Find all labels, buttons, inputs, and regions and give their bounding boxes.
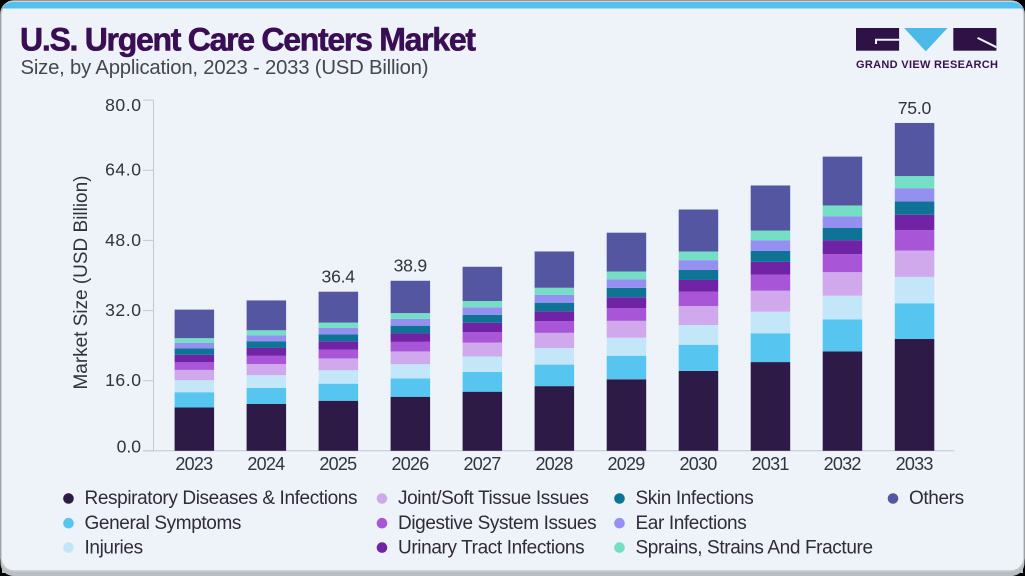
svg-text:0.0: 0.0 xyxy=(117,436,142,456)
svg-text:64.0: 64.0 xyxy=(105,160,141,180)
svg-text:2024: 2024 xyxy=(247,454,285,474)
svg-text:38.9: 38.9 xyxy=(394,256,428,276)
svg-text:2026: 2026 xyxy=(392,454,430,474)
svg-text:Skin Infections: Skin Infections xyxy=(636,488,754,509)
svg-text:2031: 2031 xyxy=(752,454,790,474)
svg-text:80.0: 80.0 xyxy=(105,95,141,115)
svg-text:General Symptoms: General Symptoms xyxy=(85,513,242,534)
svg-text:Market Size (USD Billion): Market Size (USD Billion) xyxy=(71,176,92,390)
svg-text:2027: 2027 xyxy=(464,454,502,474)
svg-text:Urinary Tract Infections: Urinary Tract Infections xyxy=(398,537,584,558)
svg-text:2025: 2025 xyxy=(319,454,357,474)
svg-text:Size, by Application, 2023 - 2: Size, by Application, 2023 - 2033 (USD B… xyxy=(21,57,429,79)
svg-text:Injuries: Injuries xyxy=(85,537,143,558)
svg-text:Digestive System Issues: Digestive System Issues xyxy=(398,513,596,534)
svg-text:2029: 2029 xyxy=(608,454,646,474)
svg-text:Sprains, Strains And Fracture: Sprains, Strains And Fracture xyxy=(636,537,873,558)
svg-text:48.0: 48.0 xyxy=(105,230,141,250)
svg-text:16.0: 16.0 xyxy=(105,370,141,390)
svg-text:32.0: 32.0 xyxy=(105,300,141,320)
svg-text:2028: 2028 xyxy=(536,454,574,474)
svg-text:U.S. Urgent Care Centers Marke: U.S. Urgent Care Centers Market xyxy=(20,22,476,58)
svg-text:2032: 2032 xyxy=(824,454,862,474)
svg-text:2023: 2023 xyxy=(175,454,213,474)
svg-text:Respiratory Diseases & Infecti: Respiratory Diseases & Infections xyxy=(85,488,358,509)
svg-text:Others: Others xyxy=(909,488,964,509)
svg-text:2033: 2033 xyxy=(896,454,934,474)
svg-text:GRAND VIEW RESEARCH: GRAND VIEW RESEARCH xyxy=(856,59,998,71)
svg-text:36.4: 36.4 xyxy=(322,267,356,287)
svg-text:2030: 2030 xyxy=(680,454,718,474)
svg-text:Ear Infections: Ear Infections xyxy=(636,513,747,534)
svg-text:75.0: 75.0 xyxy=(898,98,932,118)
svg-text:Joint/Soft Tissue Issues: Joint/Soft Tissue Issues xyxy=(398,488,588,509)
